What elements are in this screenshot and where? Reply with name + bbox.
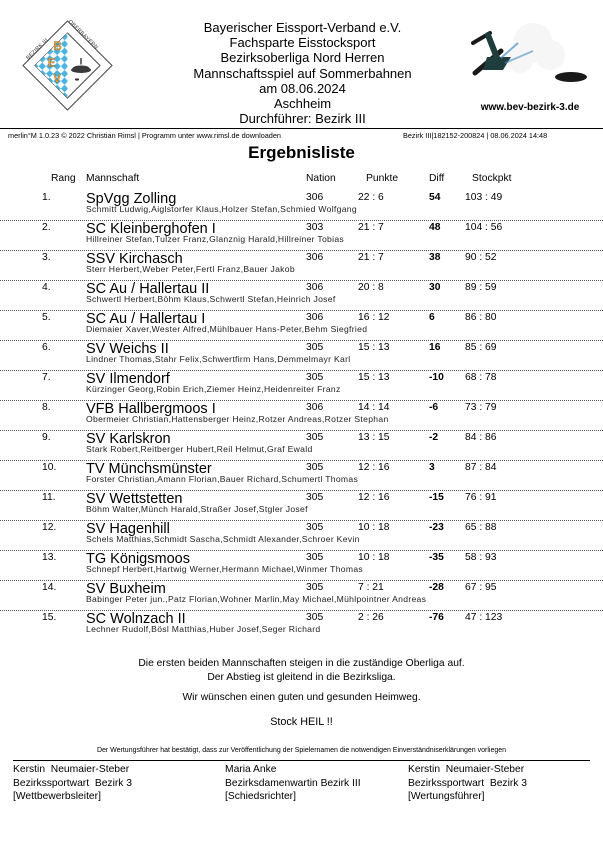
svg-text:V: V	[53, 74, 61, 86]
svg-text:B: B	[54, 41, 62, 53]
svg-text:E: E	[48, 57, 56, 69]
